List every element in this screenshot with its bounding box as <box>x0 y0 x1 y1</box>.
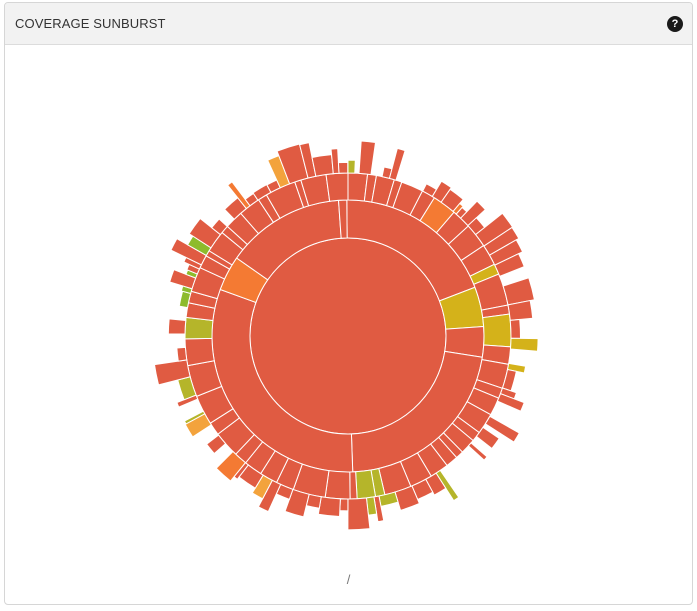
sunburst-segment-l2-29[interactable] <box>324 470 351 500</box>
sunburst-segment-l2-28[interactable] <box>349 471 358 500</box>
sunburst-segment-l3-61[interactable] <box>183 410 206 425</box>
sunburst-segment-l3-48[interactable] <box>317 496 341 517</box>
sunburst-segment-l3-19[interactable] <box>494 253 525 277</box>
sunburst-segment-l3-35[interactable] <box>467 442 488 461</box>
sunburst-segment-l3-0[interactable] <box>347 159 356 174</box>
sunburst-segment-l3-79[interactable] <box>210 218 229 236</box>
sunburst-segment-l3-89[interactable] <box>311 154 334 177</box>
sunburst-segment-l2-40[interactable] <box>184 316 214 340</box>
sunburst-segment-l3-31[interactable] <box>484 415 521 443</box>
sunburst-segment-l3-24[interactable] <box>509 337 539 352</box>
sunburst-segment-l3-23[interactable] <box>509 318 521 339</box>
coverage-sunburst-panel: COVERAGE SUNBURST ? / <box>4 2 693 605</box>
sunburst-segment-l3-29[interactable] <box>496 393 525 412</box>
breadcrumb[interactable]: / <box>346 572 351 587</box>
sunburst-segment-l3-5[interactable] <box>388 147 406 181</box>
sunburst-segment-l3-66[interactable] <box>176 346 188 362</box>
sunburst-segment-l3-46[interactable] <box>347 497 371 531</box>
question-circle-icon[interactable]: ? <box>667 16 683 32</box>
panel-title: COVERAGE SUNBURST <box>15 16 166 31</box>
sunburst-segment-l3-58[interactable] <box>205 434 227 455</box>
sunburst-segment-l3-68[interactable] <box>167 318 187 335</box>
sunburst-segment-l0-0[interactable] <box>249 237 447 435</box>
sunburst-segment-l3-33[interactable] <box>475 426 500 450</box>
sunburst-segment-l3-47[interactable] <box>339 498 349 512</box>
chart-area: / <box>5 46 692 604</box>
sunburst-segment-l2-13[interactable] <box>482 313 512 348</box>
sunburst-segment-l2-54[interactable] <box>325 172 349 202</box>
sunburst-chart[interactable] <box>5 46 692 604</box>
sunburst-segment-l2-39[interactable] <box>184 337 215 367</box>
sunburst-segment-l3-2[interactable] <box>358 140 377 176</box>
panel-header: COVERAGE SUNBURST ? <box>5 3 692 45</box>
sunburst-segment-l3-56[interactable] <box>215 450 247 482</box>
sunburst-segment-l3-91[interactable] <box>337 161 349 174</box>
